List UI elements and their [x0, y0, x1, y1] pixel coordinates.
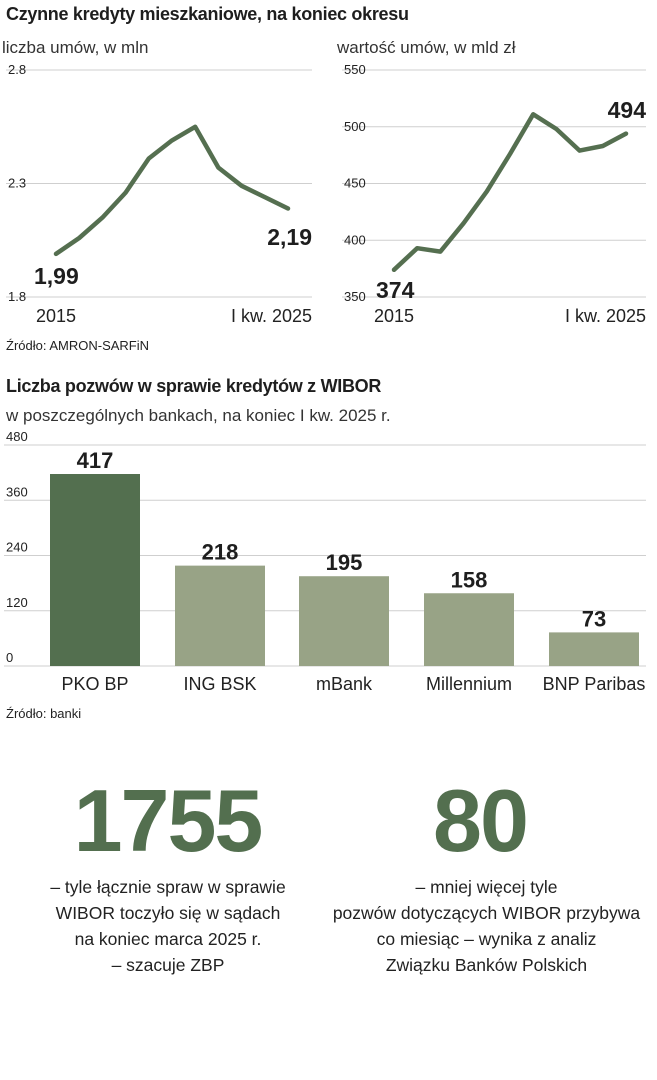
stat-1-line: WIBOR toczyło się w sądach — [55, 903, 281, 923]
stat-1-line: – tyle łącznie spraw w sprawie — [50, 877, 286, 897]
section2-source: Źródło: banki — [6, 706, 82, 721]
bar-value-label: 158 — [451, 567, 488, 592]
bar-pko-bp — [50, 474, 140, 666]
y-tick-label: 120 — [6, 595, 28, 610]
category-label: ING BSK — [183, 674, 256, 694]
section2-title: Liczba pozwów w sprawie kredytów z WIBOR — [6, 376, 382, 396]
x-tick-label: I kw. 2025 — [231, 306, 312, 326]
y-tick-label: 240 — [6, 540, 28, 555]
y-tick-label: 500 — [344, 119, 366, 134]
stat-2-line: Związku Banków Polskich — [385, 955, 588, 975]
category-label: BNP Paribas — [543, 674, 646, 694]
stat-2-line: co miesiąc – wynika z analiz — [376, 929, 597, 949]
series-line — [391, 112, 629, 273]
stat-2-line: pozwów dotyczących WIBOR przybywa — [332, 903, 641, 923]
bar-bnp-paribas — [549, 632, 639, 666]
y-tick-label: 400 — [344, 232, 366, 247]
bar-value-label: 73 — [582, 606, 606, 631]
data-label-first: 374 — [376, 277, 415, 303]
bar-value-label: 195 — [326, 550, 363, 575]
section1-title: Czynne kredyty mieszkaniowe, na koniec o… — [6, 4, 409, 24]
data-label-last: 2,19 — [267, 224, 312, 250]
category-label: Millennium — [426, 674, 512, 694]
x-tick-label: 2015 — [374, 306, 414, 326]
bar-millennium — [424, 593, 514, 666]
y-tick-label: 550 — [344, 62, 366, 77]
y-tick-label: 450 — [344, 176, 366, 191]
y-tick-label: 480 — [6, 429, 28, 444]
y-tick-label: 1.8 — [8, 289, 26, 304]
bar-chart: 480 360 240 120 0 417 PKO BP 218 ING BSK 195 mBank… — [4, 429, 646, 694]
line-chart-1-ylabel: liczba umów, w mln — [2, 38, 149, 57]
stat-1-line: – szacuje ZBP — [111, 955, 225, 975]
line-chart-1: 2.8 2.3 1.8 2015 I kw. 2025 1,99 2,19 — [6, 62, 312, 326]
section2-subtitle: w poszczególnych bankach, na koniec I kw… — [6, 406, 391, 425]
x-tick-label: I kw. 2025 — [565, 306, 646, 326]
y-tick-label: 2.8 — [8, 62, 26, 77]
series-line — [53, 124, 291, 257]
stat-2-line: – mniej więcej tyle — [415, 877, 558, 897]
section1-source: Źródło: AMRON-SARFiN — [6, 338, 150, 353]
data-label-first: 1,99 — [34, 263, 79, 289]
stat-2-number: 80 — [433, 771, 529, 870]
data-label-last: 494 — [608, 97, 647, 123]
category-label: PKO BP — [61, 674, 128, 694]
y-tick-label: 350 — [344, 289, 366, 304]
bar-value-label: 218 — [202, 540, 239, 565]
y-tick-label: 2.3 — [8, 176, 26, 191]
bar-ing-bsk — [175, 565, 265, 666]
stat-1-description: – tyle łącznie spraw w sprawie WIBOR toc… — [0, 874, 336, 978]
line-chart-2-ylabel: wartość umów, w mld zł — [337, 38, 516, 57]
stat-1-number: 1755 — [73, 771, 264, 870]
category-label: mBank — [316, 674, 373, 694]
y-tick-label: 360 — [6, 484, 28, 499]
y-tick-label: 0 — [6, 650, 13, 665]
bar-value-label: 417 — [77, 448, 114, 473]
stat-1-line: na koniec marca 2025 r. — [74, 929, 262, 949]
stat-2-description: – mniej więcej tyle pozwów dotyczących W… — [316, 874, 657, 978]
line-chart-2: 550 500 450 400 350 2015 I kw. 2025 374 494 — [342, 62, 646, 326]
x-tick-label: 2015 — [36, 306, 76, 326]
bar-mbank — [299, 576, 389, 666]
